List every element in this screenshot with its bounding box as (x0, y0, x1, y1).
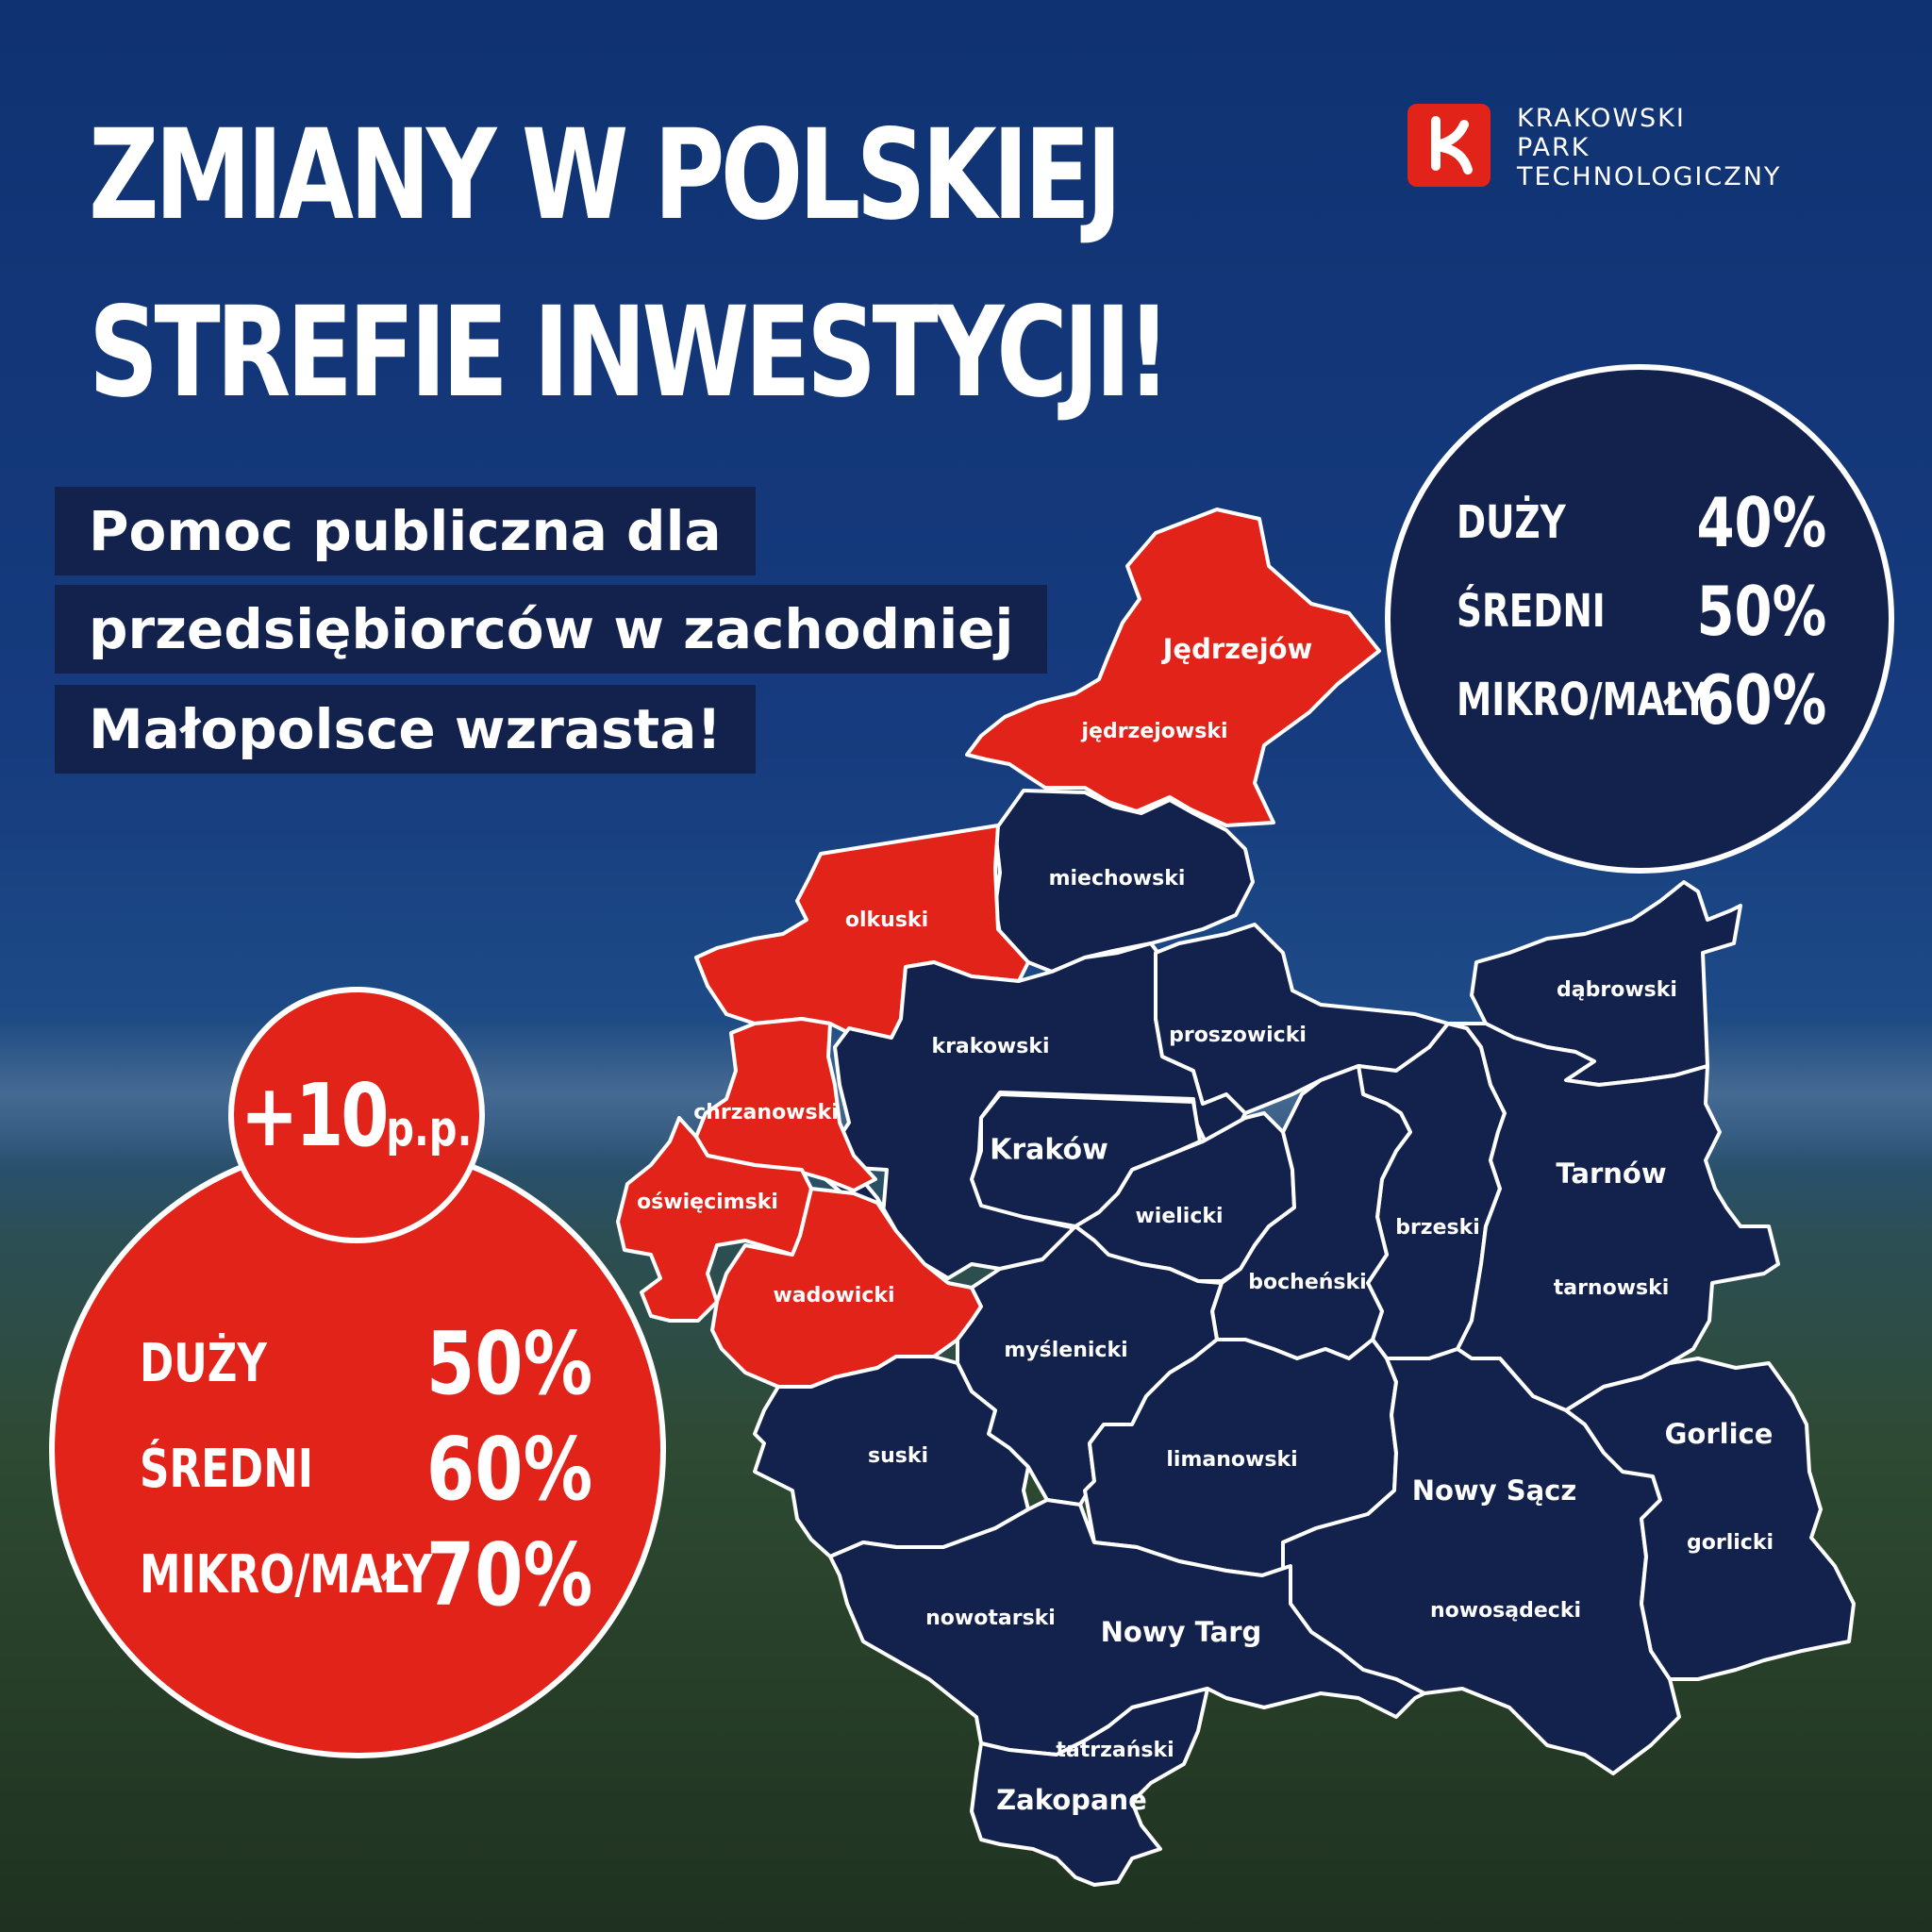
rate-row: DUŻY 40% (1457, 483, 1826, 562)
region-label-miechowski: miechowski (1049, 867, 1186, 891)
region-nowotarski[interactable] (828, 1498, 1426, 1757)
city-label-gorlicki: Gorlice (1665, 1418, 1774, 1450)
region-label-bochenski: bocheński (1248, 1271, 1366, 1294)
rate-label: MIKRO/MAŁY (140, 1544, 433, 1606)
region-label-tatrzanski: tatrzański (1056, 1739, 1174, 1762)
region-gorlicki[interactable] (1564, 1357, 1856, 1681)
region-label-dabrowski: dąbrowski (1557, 978, 1677, 1002)
new-rates-circle: DUŻY 50% ŚREDNI 60% MIKRO/MAŁY 70% (49, 1141, 666, 1758)
region-label-krakowski: krakowski (931, 1035, 1049, 1058)
rate-label: DUŻY (1457, 496, 1566, 549)
city-label-tatrzanski: Zakopane (996, 1784, 1147, 1816)
subtitle-line-2: przedsiębiorców w zachodniej (55, 585, 1048, 674)
logo-text: KRAKOWSKI PARK TECHNOLOGICZNY (1517, 104, 1781, 192)
increase-badge-unit: p.p. (386, 1100, 473, 1158)
region-label-limanowski: limanowski (1166, 1448, 1297, 1472)
rate-label: ŚREDNI (1457, 585, 1606, 638)
rate-value: 50% (425, 1313, 592, 1414)
region-label-chrzanowski: chrzanowski (693, 1101, 839, 1124)
rate-value: 70% (425, 1524, 592, 1625)
krakowski-park-logo: KRAKOWSKI PARK TECHNOLOGICZNY (1407, 104, 1879, 192)
rate-row: MIKRO/MAŁY 70% (140, 1528, 592, 1623)
city-label-nowotarski: Nowy Targ (1101, 1616, 1262, 1648)
logo-line-1: KRAKOWSKI (1517, 104, 1686, 133)
region-jedrzejowski[interactable] (965, 508, 1381, 827)
rate-label: ŚREDNI (140, 1439, 314, 1500)
logo-line-3: TECHNOLOGICZNY (1517, 162, 1782, 192)
subtitle-line-1: Pomoc publiczna dla (55, 487, 756, 575)
increase-badge-value: +10 (241, 1064, 390, 1166)
city-label-tarnowski: Tarnów (1556, 1158, 1666, 1190)
logo-line-2: PARK (1517, 133, 1591, 162)
region-label-brzeski: brzeski (1395, 1216, 1480, 1240)
region-label-nowosadecki: nowosądecki (1430, 1599, 1581, 1623)
rate-value: 60% (1696, 660, 1826, 740)
region-tatrzanski[interactable] (970, 1687, 1209, 1887)
region-oswiecimski[interactable] (616, 1116, 813, 1323)
increase-badge: +10p.p. (228, 987, 485, 1243)
region-label-suski: suski (868, 1444, 928, 1468)
region-label-krakow: Kraków (990, 1134, 1108, 1167)
rate-row: ŚREDNI 50% (1457, 572, 1826, 651)
page-title: ZMIANY W POLSKIEJ STREFIE INWESTYCJI! (89, 87, 1171, 441)
region-label-oswiecimski: oświęcimski (637, 1191, 778, 1214)
region-label-olkuski: olkuski (845, 908, 928, 932)
current-rates-circle: DUŻY 40% ŚREDNI 50% MIKRO/MAŁY 60% (1385, 364, 1894, 874)
region-label-wielicki: wielicki (1135, 1205, 1223, 1228)
subtitle-line-3: Małopolsce wzrasta! (55, 685, 756, 774)
region-label-myslenicki: myślenicki (1004, 1339, 1127, 1362)
rate-value: 50% (1696, 572, 1826, 651)
rate-label: MIKRO/MAŁY (1457, 674, 1708, 726)
region-label-gorlicki: gorlicki (1687, 1531, 1774, 1555)
region-label-nowotarski: nowotarski (925, 1607, 1056, 1630)
rate-label: DUŻY (140, 1333, 268, 1394)
rate-row: MIKRO/MAŁY 60% (1457, 660, 1826, 740)
logo-mark-icon (1407, 104, 1491, 187)
title-line-2: STREFIE INWESTYCJI! (89, 280, 1171, 425)
rate-value: 60% (425, 1419, 592, 1520)
rate-row: ŚREDNI 60% (140, 1423, 592, 1517)
region-tarnowski[interactable] (1446, 1022, 1780, 1412)
region-label-jedrzejowski: jędrzejowski (1080, 720, 1227, 743)
rate-row: DUŻY 50% (140, 1317, 592, 1411)
city-label-nowosadecki: Nowy Sącz (1412, 1474, 1577, 1507)
logo-k-icon (1431, 116, 1473, 175)
title-line-1: ZMIANY W POLSKIEJ (89, 103, 1123, 248)
region-label-tarnowski: tarnowski (1554, 1276, 1670, 1300)
city-label-jedrzejowski: Jędrzejów (1161, 633, 1313, 665)
region-label-wadowicki: wadowicki (773, 1284, 894, 1307)
region-chrzanowski[interactable] (694, 1017, 877, 1192)
region-label-proszowicki: proszowicki (1169, 1024, 1307, 1047)
rate-value: 40% (1696, 483, 1826, 562)
